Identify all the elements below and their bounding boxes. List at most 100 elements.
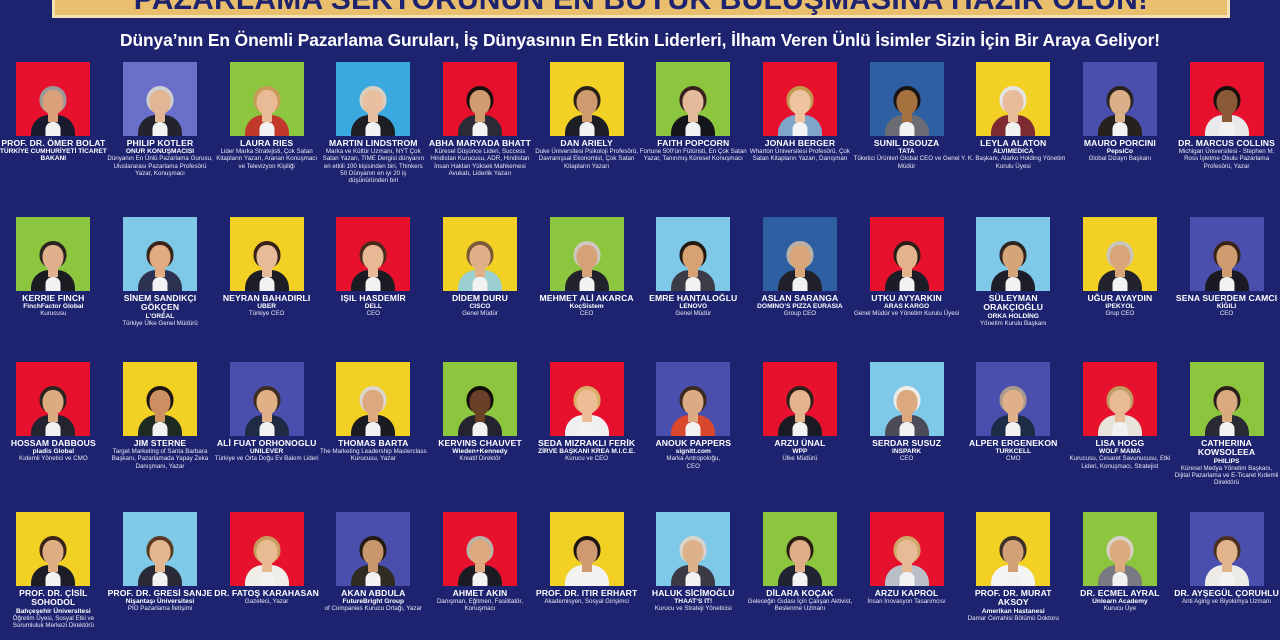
speaker-role: Anti Aging ve Biyokimya Uzmanı <box>1182 598 1272 606</box>
speaker-card[interactable]: ARZU KAPROL İnsan İnovasyon Tasarımcısı <box>853 512 960 640</box>
speaker-photo <box>122 362 197 436</box>
speaker-text: DR. FATOŞ KARAHASAN Gazeteci, Yazar <box>213 588 320 606</box>
speaker-photo <box>122 217 197 291</box>
speaker-card[interactable]: DR. ECMEL AYRAL Unlearn Academy Kurucu Üye <box>1067 512 1174 640</box>
speaker-name: PROF. DR. MURAT AKSOY <box>974 588 1052 608</box>
speaker-card[interactable]: FAITH POPCORN Fortune 500’ün Fütüristi, E… <box>640 62 747 217</box>
speaker-card[interactable]: LISA HOGG WOLF MAMA Kurucusu, Cesaret Savu… <box>1067 362 1174 512</box>
speaker-role: Kurucu ve CEO <box>565 455 609 463</box>
speaker-role: CEO <box>579 310 594 318</box>
speaker-card[interactable]: PROF. DR. ITIR ERHART Akademisyen, Sosyal… <box>533 512 640 640</box>
speaker-text: KERVINS CHAUVET Wieden+Kennedy Kreatif Dir… <box>426 438 533 463</box>
speaker-text: IŞIL HASDEMİR DELL CEO <box>320 293 427 318</box>
speaker-card[interactable]: ANOUK PAPPERS signitt.com Marka Antropoloğ… <box>640 362 747 512</box>
speaker-role: Geleceğin Gıdası İçin Çalışan Aktivist, … <box>747 598 853 613</box>
speaker-text: DR. ECMEL AYRAL Unlearn Academy Kurucu Üye <box>1066 588 1173 613</box>
speaker-card[interactable]: ALİ FUAT ORHONOGLU UNILEVER Türkiye ve Ort… <box>213 362 320 512</box>
speaker-text: ABHA MARYADA BHATT Küresel Düşünce Lideri… <box>426 138 533 177</box>
speaker-role: Global Dizayn Başkanı <box>1088 155 1152 163</box>
speaker-name: HOSSAM DABBOUS <box>10 438 96 448</box>
speaker-card[interactable]: CATHERINA KOWSOLEEA PHILIPS Küresel Medya … <box>1173 362 1280 512</box>
speaker-card[interactable]: SÜLEYMAN ORAKÇIOĞLU ORKA HOLDİNG Yönetim K… <box>960 217 1067 362</box>
speaker-card[interactable]: HALUK SİCİMOĞLU THAAT’S IT! Kurucu ve Stra… <box>640 512 747 640</box>
speaker-organization: Wieden+Kennedy <box>452 448 508 456</box>
speaker-role: Kreatif Direktör <box>459 455 501 463</box>
speaker-name: SENA SUERDEM CAMCI <box>1175 293 1278 303</box>
speaker-name: IŞIL HASDEMİR <box>340 293 406 303</box>
speaker-photo <box>549 362 624 436</box>
speaker-card[interactable]: ASLAN SARANGA DOMINO’S PIZZA EURASIA Group… <box>747 217 854 362</box>
speaker-card[interactable]: UĞUR AYAYDIN IPEKYOL Grup CEO <box>1067 217 1174 362</box>
speaker-role: Genel Müdür ve Yönetim Kurulu Üyesi <box>854 310 960 318</box>
speaker-card[interactable]: SİNEM SANDIKÇI GÖKÇEN L'ORÉAL Türkiye Ülke… <box>107 217 214 362</box>
speaker-card[interactable]: ABHA MARYADA BHATT Küresel Düşünce Lideri… <box>427 62 534 217</box>
speaker-role: Kıdemli Yönetici ve CMO <box>18 455 88 463</box>
speaker-card[interactable]: KERVINS CHAUVET Wieden+Kennedy Kreatif Dir… <box>427 362 534 512</box>
speaker-text: AHMET AKIN Danışman, Eğitmen, Fasilitatör… <box>426 588 533 613</box>
speaker-card[interactable]: DR. FATOŞ KARAHASAN Gazeteci, Yazar <box>213 512 320 640</box>
speaker-card[interactable]: LAURA RIES Lider Marka Stratejisti, Çok S… <box>213 62 320 217</box>
speaker-card[interactable]: SENA SUERDEM CAMCI KİĞILI CEO <box>1173 217 1280 362</box>
speaker-role: Fortune 500’ün Fütüristi, En Çok Satan Y… <box>639 148 747 163</box>
speaker-text: PROF. DR. ITIR ERHART Akademisyen, Sosyal… <box>533 588 640 606</box>
speaker-organization: INSPARK <box>891 448 922 456</box>
banner-title: PAZARLAMA SEKTÖRÜNÜN EN BÜYÜK BULUŞMASIN… <box>134 0 1148 15</box>
speaker-role: PİO Pazarlama İletişimi <box>127 605 193 613</box>
speaker-photo <box>869 512 944 586</box>
speaker-organization: WPP <box>792 448 808 456</box>
speaker-organization: IPEKYOL <box>1105 303 1135 311</box>
speaker-role: Türkiye Ülke Genel Müdürü <box>122 319 198 327</box>
speaker-card[interactable]: DİDEM DURU CISCO Genel Müdür <box>427 217 534 362</box>
speaker-card[interactable]: LEYLA ALATON ALVIMEDICA Y. K. Başkanı, Ala… <box>960 62 1067 217</box>
speaker-text: DİDEM DURU CISCO Genel Müdür <box>426 293 533 318</box>
speaker-organization: KoçSistem <box>569 303 604 311</box>
speaker-photo <box>442 62 517 136</box>
speaker-photo <box>1189 217 1264 291</box>
speaker-card[interactable]: SUNIL DSOUZA TATA Tüketici Ürünleri Global… <box>853 62 960 217</box>
speaker-card[interactable]: MAURO PORCINI PepsiCo Global Dizayn Başkan… <box>1067 62 1174 217</box>
speaker-card[interactable]: PHILIP KOTLER ONUR KONUŞMACISI Dünyanın En… <box>107 62 214 217</box>
speaker-card[interactable]: AKAN ABDULA FutureBright Group of Companie… <box>320 512 427 640</box>
speaker-organization: UNILEVER <box>249 448 284 456</box>
speaker-photo <box>16 217 91 291</box>
speaker-card[interactable]: MARTIN LINDSTROM Marka ve Kültür Uzmanı, … <box>320 62 427 217</box>
speaker-card[interactable]: UTKU AYYARKIN ARAS KARGO Genel Müdür ve Yö… <box>853 217 960 362</box>
speaker-card[interactable]: PROF. DR. ÇİSİL SOHODOL Bahçeşehir Üniver… <box>0 512 107 640</box>
speaker-card[interactable]: ARZU ÜNAL WPP Ülke Müdürü <box>747 362 854 512</box>
speaker-card[interactable]: JONAH BERGER Wharton Üniversitesi Profesö… <box>747 62 854 217</box>
speaker-card[interactable]: PROF. DR. MURAT AKSOY Amerikan Hastanesi D… <box>960 512 1067 640</box>
speaker-card[interactable]: EMRE HANTALOĞLU LENOVO Genel Müdür <box>640 217 747 362</box>
speaker-card[interactable]: DR. AYŞEGÜL ÇORUHLU Anti Aging ve Biyokim… <box>1173 512 1280 640</box>
speaker-card[interactable]: JIM STERNE Target Marketing of Santa Barb… <box>107 362 214 512</box>
speaker-organization: TURKCELL <box>995 448 1031 456</box>
speaker-text: AKAN ABDULA FutureBright Group of Companie… <box>320 588 427 613</box>
speaker-card[interactable]: KERRIE FINCH FinchFactor Global Kurucusu <box>0 217 107 362</box>
speaker-card[interactable]: THOMAS BARTA The Marketing Leadership Mas… <box>320 362 427 512</box>
speaker-photo <box>442 512 517 586</box>
speaker-card[interactable]: MEHMET ALİ AKARCA KoçSistem CEO <box>533 217 640 362</box>
speaker-card[interactable]: DR. MARCUS COLLINS Michigan Üniversitesi … <box>1173 62 1280 217</box>
speaker-card[interactable]: PROF. DR. ÖMER BOLAT TÜRKİYE CUMHURİYETİ … <box>0 62 107 217</box>
speaker-role: of Companies Kurucu Ortağı, Yazar <box>324 605 423 613</box>
speaker-text: JIM STERNE Target Marketing of Santa Barb… <box>106 438 213 470</box>
speaker-card[interactable]: SERDAR SUSUZ INSPARK CEO <box>853 362 960 512</box>
speaker-card[interactable]: DİLARA KOÇAK Geleceğin Gıdası İçin Çalışa… <box>747 512 854 640</box>
speaker-photo <box>229 217 304 291</box>
speaker-photo <box>549 512 624 586</box>
speaker-role: Akademisyen, Sosyal Girişimci <box>544 598 629 606</box>
speaker-photo <box>122 512 197 586</box>
speaker-card[interactable]: AHMET AKIN Danışman, Eğitmen, Fasilitatör… <box>427 512 534 640</box>
speaker-card[interactable]: PROF. DR. GRESİ SANJE Nişantaşı Üniversit… <box>107 512 214 640</box>
speaker-card[interactable]: SEDA MIZRAKLI FERİK ZİRVE BAŞKANI KREA M.… <box>533 362 640 512</box>
speaker-photo <box>1189 362 1264 436</box>
speaker-card[interactable]: HOSSAM DABBOUS pladis Global Kıdemli Yönet… <box>0 362 107 512</box>
speaker-organization: WOLF MAMA <box>1099 448 1141 456</box>
speaker-role: Gazeteci, Yazar <box>244 598 289 606</box>
speaker-card[interactable]: ALPER ERGENEKON TURKCELL CMO <box>960 362 1067 512</box>
speaker-card[interactable]: IŞIL HASDEMİR DELL CEO <box>320 217 427 362</box>
speaker-card[interactable]: NEYRAN BAHADIRLI UBER Türkiye CEO <box>213 217 320 362</box>
speaker-role: Genel Müdür <box>675 310 712 318</box>
speaker-photo <box>442 217 517 291</box>
speaker-role: Küresel Medya Yönetim Başkanı, Dijital P… <box>1174 464 1279 486</box>
speaker-card[interactable]: DAN ARIELY Duke Üniversitesi Psikoloji Pr… <box>533 62 640 217</box>
